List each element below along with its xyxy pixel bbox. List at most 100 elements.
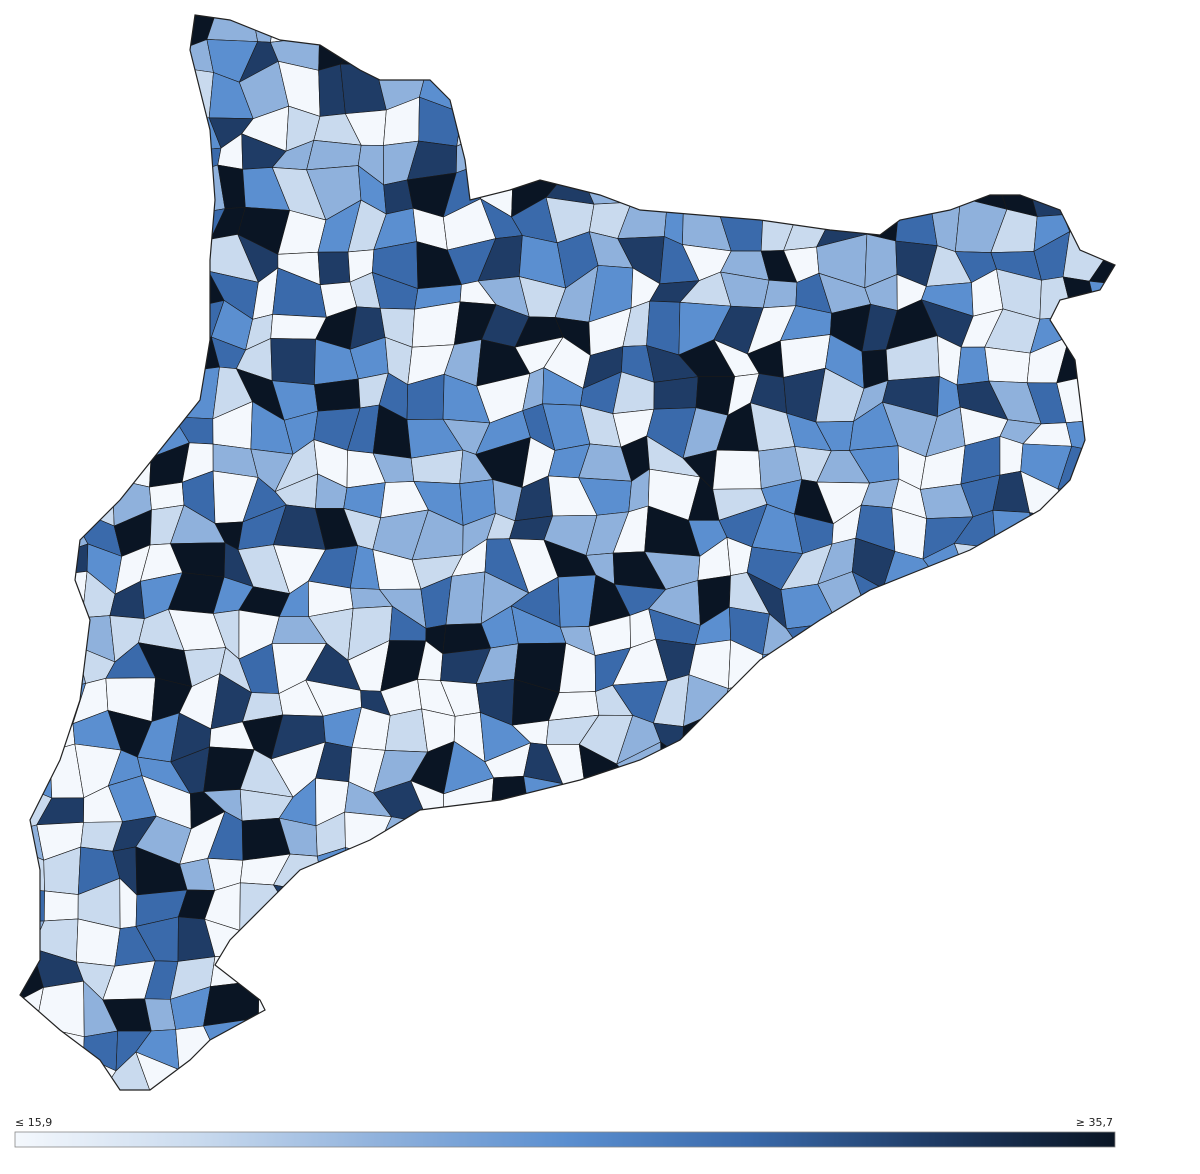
municipality [865, 167, 901, 206]
municipality [102, 1091, 150, 1135]
municipality [1136, 38, 1169, 84]
municipality [407, 995, 459, 1027]
municipality [419, 916, 450, 961]
municipality [787, 758, 825, 791]
municipality [474, 68, 531, 115]
municipality [795, 99, 835, 138]
municipality [852, 1014, 896, 1070]
municipality [1124, 368, 1166, 407]
municipality [1088, 280, 1115, 321]
municipality [721, 15, 760, 38]
municipality [830, 63, 867, 116]
municipality [1055, 882, 1103, 923]
municipality [485, 1028, 530, 1056]
municipality [683, 15, 733, 47]
municipality [1136, 284, 1175, 318]
municipality [918, 39, 966, 74]
municipality [1095, 513, 1115, 560]
municipality [1128, 615, 1172, 661]
municipality [884, 706, 939, 749]
municipality [782, 809, 838, 862]
municipality [922, 747, 972, 796]
municipality [1052, 783, 1108, 830]
municipality [688, 1054, 736, 1090]
municipality [719, 73, 765, 116]
municipality [649, 101, 702, 149]
municipality [20, 382, 55, 421]
municipality [597, 897, 617, 927]
municipality [984, 539, 1035, 591]
municipality [998, 1056, 1042, 1090]
municipality [1102, 858, 1115, 891]
municipality [923, 575, 972, 629]
municipality [677, 888, 721, 930]
municipality [441, 854, 497, 897]
municipality [583, 97, 616, 154]
municipality [1098, 552, 1115, 595]
municipality [781, 1059, 830, 1090]
municipality [996, 877, 1036, 926]
municipality [929, 181, 961, 204]
municipality [916, 132, 959, 187]
municipality [378, 15, 431, 47]
municipality [860, 978, 884, 1018]
municipality [521, 15, 547, 50]
municipality [40, 617, 83, 647]
municipality [799, 648, 839, 695]
municipality [645, 921, 699, 951]
municipality [996, 849, 1036, 887]
municipality [722, 709, 765, 763]
municipality [1099, 197, 1115, 256]
municipality [1061, 993, 1107, 1036]
municipality [594, 1065, 634, 1090]
municipality [543, 32, 585, 85]
municipality [20, 570, 55, 627]
municipality [507, 954, 561, 997]
municipality [258, 980, 291, 1030]
municipality [1026, 1054, 1075, 1090]
municipality [815, 894, 873, 932]
municipality [960, 38, 1002, 77]
municipality [615, 169, 668, 207]
municipality [144, 1091, 186, 1134]
municipality [1132, 98, 1168, 148]
municipality [1094, 489, 1115, 514]
municipality [719, 34, 754, 81]
municipality [46, 15, 83, 45]
municipality [916, 888, 958, 928]
municipality [962, 1096, 1004, 1134]
municipality [964, 678, 998, 729]
municipality [318, 979, 362, 1037]
municipality [584, 809, 627, 862]
municipality [1121, 810, 1171, 864]
municipality [952, 589, 989, 619]
municipality [864, 706, 899, 765]
municipality [178, 1069, 225, 1090]
municipality [69, 208, 114, 251]
municipality [1101, 888, 1115, 929]
municipality [659, 1057, 700, 1090]
municipality [32, 182, 77, 211]
municipality [1023, 15, 1069, 50]
municipality [521, 1050, 566, 1090]
municipality [990, 129, 1029, 179]
municipality [782, 774, 830, 831]
municipality [818, 1017, 869, 1070]
municipality [122, 77, 147, 105]
municipality [962, 774, 995, 822]
municipality [1067, 15, 1101, 33]
municipality [239, 917, 294, 960]
municipality [918, 916, 957, 952]
municipality [1091, 1015, 1115, 1060]
municipality [1128, 994, 1160, 1016]
municipality [152, 208, 183, 233]
municipality [696, 100, 730, 150]
municipality [20, 474, 41, 516]
municipality [407, 1047, 457, 1090]
municipality [866, 877, 895, 933]
municipality [149, 15, 187, 51]
municipality [1125, 859, 1170, 889]
municipality [113, 138, 154, 170]
municipality [950, 921, 1006, 952]
municipality [714, 923, 769, 949]
